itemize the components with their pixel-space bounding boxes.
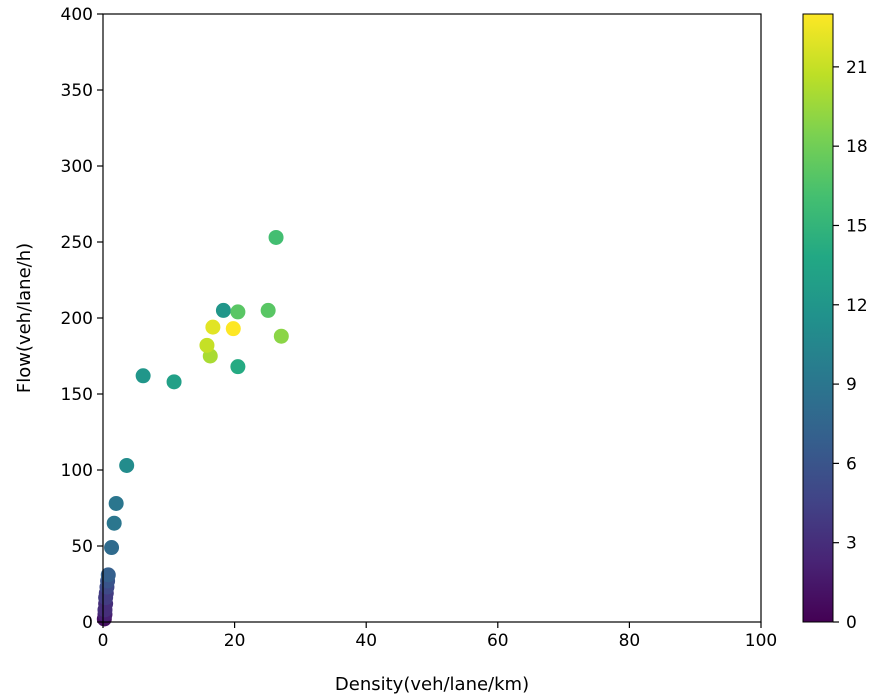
y-axis-label: Flow(veh/lane/h) xyxy=(14,243,35,393)
colorbar-tick-label: 0 xyxy=(846,613,857,633)
data-point xyxy=(106,515,122,531)
data-point xyxy=(100,567,116,583)
data-point xyxy=(135,368,151,384)
data-point xyxy=(225,321,241,337)
y-tick-label: 0 xyxy=(82,613,93,633)
colorbar-tick-label: 12 xyxy=(846,296,868,316)
y-tick-label: 50 xyxy=(71,537,93,557)
data-point xyxy=(273,328,289,344)
colorbar-tick-label: 6 xyxy=(846,454,857,474)
colorbar-tick-label: 15 xyxy=(846,216,868,236)
y-tick-label: 300 xyxy=(61,157,93,177)
data-point xyxy=(108,495,124,511)
x-tick-label: 20 xyxy=(224,631,246,651)
colorbar xyxy=(802,13,834,623)
colorbar-tick-label: 18 xyxy=(846,137,868,157)
colorbar-tick-label: 3 xyxy=(846,534,857,554)
data-point xyxy=(230,304,246,320)
y-tick-label: 400 xyxy=(61,5,93,25)
data-point xyxy=(166,374,182,390)
data-point xyxy=(205,319,221,335)
x-tick-label: 80 xyxy=(619,631,641,651)
data-points xyxy=(96,229,289,627)
y-tick-label: 350 xyxy=(61,81,93,101)
data-point xyxy=(268,229,284,245)
data-point xyxy=(119,457,135,473)
x-axis-label: Density(veh/lane/km) xyxy=(335,674,529,695)
data-point xyxy=(104,540,120,556)
y-tick-label: 200 xyxy=(61,309,93,329)
x-tick-label: 100 xyxy=(745,631,777,651)
data-point xyxy=(230,359,246,375)
data-point xyxy=(260,302,276,318)
y-axis: 0 50 100 150 200 250 300 350 400 xyxy=(61,5,103,633)
y-tick-label: 250 xyxy=(61,233,93,253)
colorbar-tick-label: 21 xyxy=(846,58,868,78)
y-tick-label: 100 xyxy=(61,461,93,481)
x-axis: 0 20 40 60 80 100 xyxy=(98,622,777,651)
colorbar-axis: 0 3 6 9 12 15 18 21 xyxy=(833,58,868,633)
y-tick-label: 150 xyxy=(61,385,93,405)
x-tick-label: 40 xyxy=(355,631,377,651)
x-tick-label: 60 xyxy=(487,631,509,651)
data-point xyxy=(215,302,231,318)
data-point xyxy=(199,337,215,353)
x-tick-label: 0 xyxy=(98,631,109,651)
colorbar-tick-label: 9 xyxy=(846,375,857,395)
plot-frame xyxy=(102,13,762,623)
